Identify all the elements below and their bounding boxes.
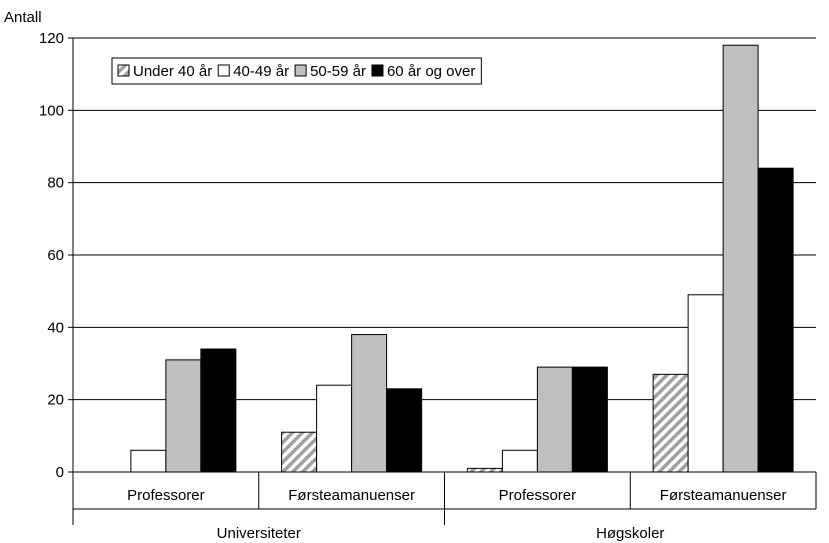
bar <box>757 167 794 473</box>
y-axis-title: Antall <box>4 9 42 26</box>
bar <box>466 467 503 473</box>
legend-swatch <box>294 64 307 77</box>
x-tick-label: Førsteamanuenser <box>660 487 787 504</box>
category-labels: Professorer Førsteamanuenser Professorer Fø… <box>127 487 786 542</box>
y-tick-label: 100 <box>39 102 64 119</box>
y-tick-label: 40 <box>47 319 64 336</box>
legend-label: 50-59 år <box>310 63 366 80</box>
legend-label: Under 40 år <box>133 63 212 80</box>
bar <box>386 388 423 473</box>
bars <box>130 44 794 473</box>
legend-label: 40-49 år <box>233 63 289 80</box>
y-axis-ticks: 0 20 40 60 80 100 120 <box>39 30 73 481</box>
x-tick-label: Førsteamanuenser <box>288 487 415 504</box>
bar <box>281 431 318 473</box>
legend: Under 40 år 40-49 år 50-59 år 60 år og over <box>111 57 482 85</box>
group-label: Universiteter <box>217 525 301 542</box>
bar <box>687 294 724 473</box>
bar <box>165 359 202 473</box>
y-tick-label: 80 <box>47 175 64 192</box>
bar <box>130 449 167 473</box>
bar <box>316 384 353 473</box>
y-tick-label: 60 <box>47 247 64 264</box>
bar <box>351 334 388 473</box>
legend-label: 60 år og over <box>387 63 475 80</box>
legend-swatch <box>217 64 230 77</box>
bar <box>200 348 237 473</box>
bar <box>652 373 689 473</box>
group-label: Høgskoler <box>596 525 664 542</box>
x-tick-label: Professorer <box>127 487 205 504</box>
y-tick-label: 20 <box>47 392 64 409</box>
x-tick-label: Professorer <box>499 487 577 504</box>
legend-swatch <box>371 64 384 77</box>
legend-swatch <box>117 64 130 77</box>
axes <box>72 38 817 525</box>
bar <box>722 44 759 473</box>
bar <box>571 366 608 473</box>
y-tick-label: 0 <box>56 464 64 481</box>
bar <box>501 449 538 473</box>
y-tick-label: 120 <box>39 30 64 47</box>
bar <box>536 366 573 473</box>
